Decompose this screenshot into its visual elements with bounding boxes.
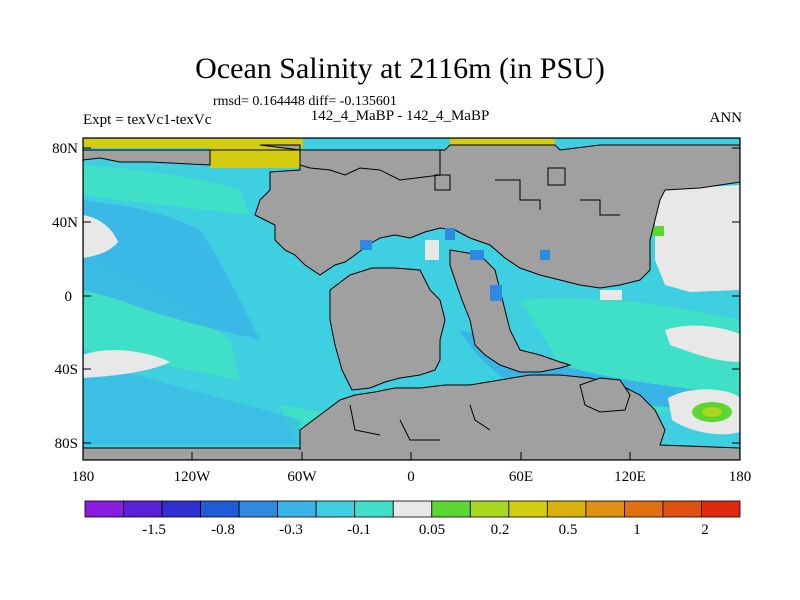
colorbar-label: -0.3 — [279, 522, 303, 538]
colorbar-swatch — [662, 500, 702, 518]
colorbar-swatch — [701, 500, 741, 518]
land-australia — [579, 377, 631, 413]
lat-label-40n: 40N — [52, 215, 78, 231]
positive-patch — [702, 407, 722, 417]
colorbar-label: -0.8 — [211, 522, 235, 538]
ocean-band-mid — [83, 200, 260, 340]
ocean-band-light — [83, 165, 250, 215]
near-zero-patch — [665, 325, 740, 362]
arctic-positive — [83, 138, 303, 148]
lon-label-120w: 120W — [174, 469, 212, 485]
lon-label-120e: 120E — [614, 469, 646, 485]
colorbar-swatch — [238, 500, 279, 518]
lon-label-0: 0 — [407, 469, 415, 485]
lat-ticks — [83, 147, 740, 444]
colorbar-swatch — [508, 500, 548, 518]
positive-patch — [652, 226, 664, 236]
colorbar-swatch — [277, 500, 317, 518]
negative-patches — [360, 228, 550, 301]
lon-label-180w: 180 — [72, 469, 95, 485]
near-zero-patch — [425, 240, 439, 260]
colorbar-label: -0.1 — [347, 522, 371, 538]
colorbar-swatch — [392, 500, 433, 518]
lon-ticks — [82, 452, 741, 460]
colorbar-swatch — [431, 500, 471, 518]
colorbar-swatch — [200, 500, 240, 518]
lat-label-80n: 80N — [52, 141, 78, 157]
near-zero-patch — [655, 185, 740, 292]
colorbar-swatch — [469, 500, 510, 518]
arctic-positive — [210, 138, 300, 168]
map-title: Ocean Salinity at 2116m (in PSU) — [195, 52, 605, 85]
colorbar-swatch — [624, 500, 664, 518]
colorbar-swatch — [161, 500, 201, 518]
experiment-label: Expt = texVc1-texVc — [83, 112, 212, 128]
land-arctic — [83, 149, 211, 166]
colorbar-swatch — [84, 500, 124, 518]
season-label: ANN — [709, 110, 743, 126]
land-masses — [83, 144, 740, 460]
colorbar — [84, 500, 741, 518]
near-zero-patch — [83, 350, 170, 378]
colorbar-label: 2 — [701, 522, 709, 538]
near-zero-patch — [600, 290, 622, 300]
lat-label-0: 0 — [65, 289, 73, 305]
colorbar-label: 1 — [633, 522, 641, 538]
colorbar-label: -1.5 — [142, 522, 166, 538]
land-north — [254, 144, 740, 289]
land-greenland — [299, 149, 441, 181]
period-label: 142_4_MaBP - 142_4_MaBP — [310, 108, 490, 124]
lat-label-80s: 80S — [55, 436, 78, 452]
colorbar-swatch — [546, 500, 587, 518]
lon-label-60w: 60W — [287, 469, 317, 485]
lat-label-40s: 40S — [55, 362, 78, 378]
near-zero-patch — [83, 215, 118, 258]
colorbar-swatch — [315, 500, 356, 518]
colorbar-swatch — [354, 500, 394, 518]
colorbar-label: 0.05 — [419, 522, 445, 538]
lon-label-180e: 180 — [729, 469, 752, 485]
ocean-band-mid — [83, 360, 300, 445]
colorbar-swatch — [585, 500, 625, 518]
stats-text: rmsd= 0.164448 diff= -0.135601 — [213, 94, 397, 109]
coast-lines — [83, 149, 620, 441]
lon-label-60e: 60E — [509, 469, 533, 485]
colorbar-label: 0.2 — [491, 522, 510, 538]
colorbar-swatch — [123, 500, 163, 518]
land-antarctica — [83, 374, 740, 460]
colorbar-label: 0.5 — [559, 522, 578, 538]
colorbar-labels: -1.5 -0.8 -0.3 -0.1 0.05 0.2 0.5 1 2 — [142, 522, 709, 538]
map-field — [83, 138, 740, 460]
land-south-america — [329, 267, 446, 391]
